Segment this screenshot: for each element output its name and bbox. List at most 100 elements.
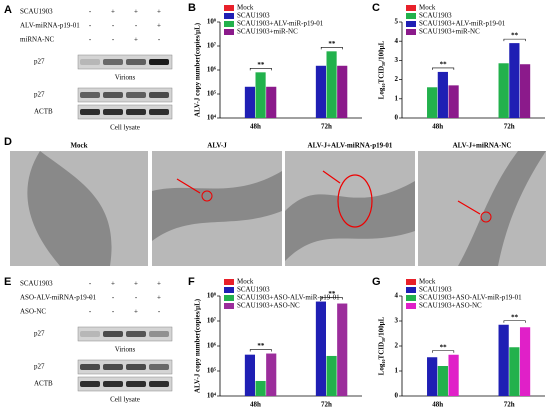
bar	[326, 355, 337, 396]
band	[80, 381, 100, 387]
group-label: Virions	[115, 346, 136, 354]
band-label: p27	[34, 330, 45, 338]
y-tick-label: 4	[395, 292, 399, 300]
y-tick-label: 0	[395, 114, 399, 122]
legend-label: Mock	[419, 278, 436, 286]
bar	[519, 327, 531, 396]
legend-swatch	[224, 5, 234, 11]
legend-label: SCAU1903+miR-NC	[237, 28, 298, 36]
significance: **	[440, 61, 448, 69]
bar	[337, 65, 348, 118]
y-tick-label: 10⁶	[207, 342, 216, 350]
sign: -	[158, 308, 161, 316]
band	[149, 364, 169, 370]
band	[103, 364, 123, 370]
y-tick-label: 4	[395, 37, 399, 45]
legend-swatch	[224, 279, 234, 285]
virion-marker	[480, 211, 492, 223]
y-tick-label: 10⁸	[207, 18, 216, 26]
band	[103, 331, 123, 337]
cell	[27, 151, 112, 266]
bar	[255, 72, 266, 118]
condition-label: miRNA-NC	[20, 36, 55, 44]
legend-swatch	[224, 295, 234, 301]
legend-label: SCAU1903+ALV-miR-p19-01	[419, 20, 506, 28]
cell	[152, 171, 282, 241]
legend-label: Mock	[419, 4, 436, 12]
legend-swatch	[224, 21, 234, 27]
y-tick-label: 2	[395, 75, 399, 83]
y-tick-label: 5	[395, 18, 399, 26]
legend-swatch	[406, 21, 416, 27]
significance: **	[257, 61, 265, 69]
panel-label: D	[4, 136, 12, 148]
significance-bracket	[249, 68, 272, 71]
legend-label: SCAU1903	[419, 286, 452, 294]
bar	[437, 71, 448, 118]
significance-bracket	[320, 297, 343, 300]
x-tick-label: 48h	[250, 401, 261, 409]
sign: +	[157, 280, 161, 288]
sign: -	[89, 280, 92, 288]
blot-strip	[77, 326, 173, 342]
bar	[509, 43, 520, 119]
band	[80, 92, 100, 98]
bar	[519, 64, 531, 118]
bar	[498, 63, 509, 118]
cell	[458, 151, 546, 266]
x-tick-label: 72h	[321, 123, 332, 131]
bar	[437, 366, 448, 396]
x-tick-label: 72h	[321, 401, 332, 409]
y-tick-label: 0	[395, 392, 399, 400]
x-tick-label: 72h	[504, 123, 515, 131]
bar	[244, 86, 255, 118]
band	[126, 92, 146, 98]
bar	[498, 324, 509, 396]
sign: -	[158, 36, 161, 44]
legend-swatch	[406, 13, 416, 19]
condition-label: ASO-NC	[20, 308, 46, 316]
x-tick-label: 48h	[432, 401, 443, 409]
legend-label: SCAU1903+miR-NC	[419, 28, 480, 36]
y-tick-label: 2	[395, 342, 399, 350]
legend-label: SCAU1903+ASO-ALV-miR-p19-01	[419, 294, 522, 302]
band	[149, 331, 169, 337]
legend-label: SCAU1903	[237, 286, 270, 294]
sign: -	[112, 22, 115, 30]
legend-label: SCAU1903+ASO-ALV-miR-p19-01	[237, 294, 340, 302]
y-axis-label: Log₁₀TCID₅₀/100μL	[378, 316, 386, 375]
band	[149, 109, 169, 115]
y-tick-label: 1	[395, 367, 399, 375]
group-label: Virions	[115, 74, 136, 82]
panel-label: A	[4, 4, 12, 16]
y-tick-label: 10⁵	[207, 90, 216, 98]
band	[126, 331, 146, 337]
significance-bracket	[320, 47, 343, 50]
bar	[509, 347, 520, 396]
sign: +	[134, 308, 138, 316]
bar	[337, 303, 348, 396]
legend-swatch	[406, 295, 416, 301]
legend-swatch	[224, 287, 234, 293]
sign: +	[157, 22, 161, 30]
band	[126, 109, 146, 115]
condition-label: ALV-miRNA-p19-01	[20, 22, 80, 30]
micrograph-title: ALV-J	[207, 142, 227, 150]
significance: **	[328, 40, 336, 48]
legend-label: Mock	[237, 278, 254, 286]
panel-label: B	[188, 2, 196, 14]
y-tick-label: 10⁸	[207, 292, 216, 300]
condition-label: SCAU1903	[20, 8, 53, 16]
y-tick-label: 10⁶	[207, 66, 216, 74]
x-tick-label: 48h	[250, 123, 261, 131]
micrograph-title: ALV-J+ALV-miRNA-p19-01	[308, 142, 393, 150]
significance-bracket	[503, 38, 526, 42]
group-label: Cell lysate	[110, 124, 140, 132]
panel-label: E	[4, 276, 11, 288]
sign: -	[89, 36, 92, 44]
condition-label: ASO-ALV-miRNA-p19-01	[20, 294, 97, 302]
significance: **	[440, 343, 448, 351]
sign: +	[134, 8, 138, 16]
legend-label: SCAU1903	[419, 12, 452, 20]
panel-label: F	[188, 276, 195, 288]
